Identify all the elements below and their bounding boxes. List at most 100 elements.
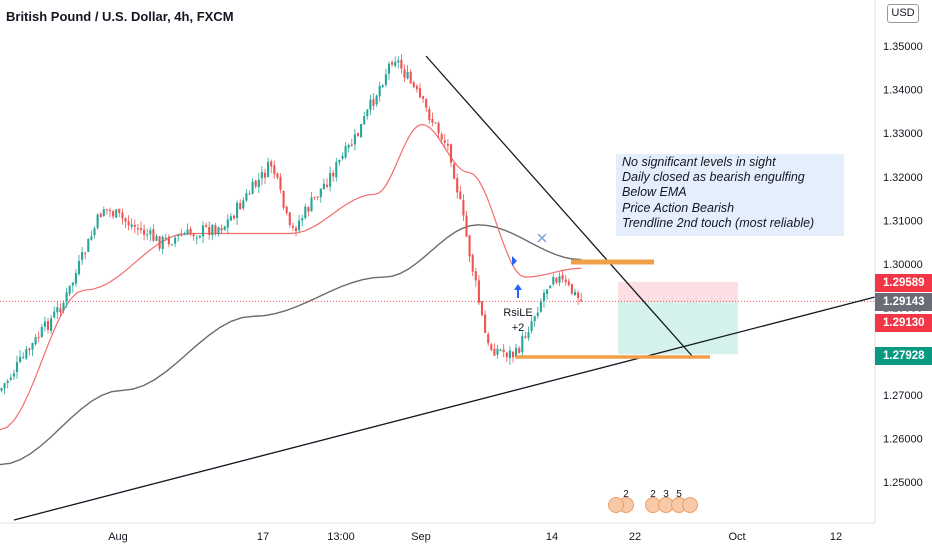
candle-body bbox=[409, 71, 412, 84]
candle-body bbox=[313, 196, 316, 198]
candle-body bbox=[573, 291, 577, 295]
candle-body bbox=[65, 292, 68, 303]
candle-body bbox=[400, 59, 403, 69]
candle-body bbox=[316, 196, 319, 198]
stop-loss-zone bbox=[618, 281, 738, 302]
event-marker-label: 5 bbox=[676, 489, 682, 500]
candle-body bbox=[46, 320, 50, 330]
candle-body bbox=[322, 183, 325, 190]
candle-body bbox=[558, 276, 561, 283]
candle-body bbox=[437, 122, 440, 134]
candle-body bbox=[87, 238, 90, 252]
candle-body bbox=[425, 98, 428, 108]
signal-sublabel: +2 bbox=[512, 322, 525, 334]
take-profit-price-label: 1.27928 bbox=[875, 347, 932, 365]
candle-body bbox=[229, 216, 232, 221]
candle-body bbox=[310, 197, 313, 212]
candle-body bbox=[502, 349, 505, 353]
candle-body bbox=[288, 212, 291, 225]
candle-body bbox=[242, 200, 245, 209]
currency-button[interactable]: USD bbox=[887, 4, 919, 23]
note-line: Price Action Bearish bbox=[622, 200, 735, 215]
candle-body bbox=[515, 347, 518, 357]
note-line: Below EMA bbox=[622, 185, 687, 200]
candle-body bbox=[561, 274, 564, 280]
candle-body bbox=[53, 311, 56, 318]
candle-body bbox=[118, 208, 121, 213]
candle-body bbox=[108, 210, 112, 212]
candle-body bbox=[223, 226, 226, 230]
candle-body bbox=[555, 277, 558, 283]
candle-body bbox=[521, 335, 524, 353]
candle-body bbox=[344, 146, 347, 158]
candle-body bbox=[319, 188, 322, 198]
candle-body bbox=[397, 60, 400, 63]
candle-body bbox=[363, 116, 366, 125]
candle-body bbox=[332, 172, 335, 177]
candle-body bbox=[539, 301, 542, 312]
candle-body bbox=[15, 362, 19, 373]
candle-body bbox=[446, 143, 449, 146]
candle-body bbox=[12, 373, 15, 377]
candle-body bbox=[418, 88, 422, 98]
candle-body bbox=[174, 237, 177, 244]
candle-body bbox=[279, 176, 282, 190]
candle-body bbox=[105, 209, 108, 211]
x-tick-label: Oct bbox=[728, 531, 745, 543]
candle-body bbox=[19, 357, 22, 363]
y-tick-label: 1.25000 bbox=[883, 477, 923, 489]
candle-body bbox=[387, 63, 391, 74]
x-tick-label: 12 bbox=[830, 531, 842, 543]
candle-body bbox=[245, 193, 248, 201]
ascending-trendline bbox=[13, 296, 876, 521]
candle-body bbox=[465, 215, 468, 237]
analysis-note[interactable]: No significant levels in sight Daily clo… bbox=[616, 154, 844, 236]
candle-body bbox=[220, 228, 223, 231]
candle-body bbox=[484, 314, 487, 333]
candle-body bbox=[496, 348, 499, 355]
candle-body bbox=[542, 292, 546, 302]
candle-body bbox=[267, 161, 270, 177]
candle-body bbox=[335, 162, 338, 178]
event-marker-label: 3 bbox=[663, 489, 669, 500]
candle-body bbox=[381, 85, 384, 88]
candle-body bbox=[422, 96, 425, 99]
event-marker-label: 2 bbox=[650, 489, 656, 500]
candle-body bbox=[403, 69, 406, 78]
candle-body bbox=[3, 383, 6, 389]
y-tick-label: 1.27000 bbox=[883, 390, 923, 402]
candle-body bbox=[505, 352, 508, 357]
candle-body bbox=[232, 215, 236, 219]
candle-body bbox=[236, 202, 239, 219]
candle-body bbox=[62, 302, 65, 311]
candle-body bbox=[84, 253, 87, 255]
y-tick-label: 1.26000 bbox=[883, 433, 923, 445]
y-tick-label: 1.31000 bbox=[883, 215, 923, 227]
candle-body bbox=[356, 132, 360, 136]
candle-body bbox=[183, 234, 186, 236]
candle-body bbox=[440, 134, 443, 140]
candle-body bbox=[536, 312, 539, 316]
candle-body bbox=[195, 237, 198, 239]
candle-body bbox=[462, 199, 465, 216]
descending-trendline bbox=[425, 55, 694, 358]
candle-body bbox=[338, 160, 341, 163]
candle-body bbox=[217, 227, 220, 234]
candle-body bbox=[490, 344, 493, 351]
candle-body bbox=[456, 178, 459, 193]
candle-body bbox=[71, 282, 74, 286]
note-line: Daily closed as bearish engulfing bbox=[622, 170, 805, 185]
candle-body bbox=[158, 236, 161, 249]
candle-body bbox=[186, 229, 189, 235]
candle-body bbox=[201, 225, 205, 237]
candle-body bbox=[412, 82, 415, 87]
candle-body bbox=[406, 71, 409, 79]
candle-body bbox=[152, 229, 155, 241]
candle-body bbox=[564, 279, 567, 282]
candle-body bbox=[192, 234, 195, 237]
candle-body bbox=[90, 236, 93, 240]
candle-body bbox=[341, 155, 344, 159]
candle-body bbox=[375, 95, 378, 105]
